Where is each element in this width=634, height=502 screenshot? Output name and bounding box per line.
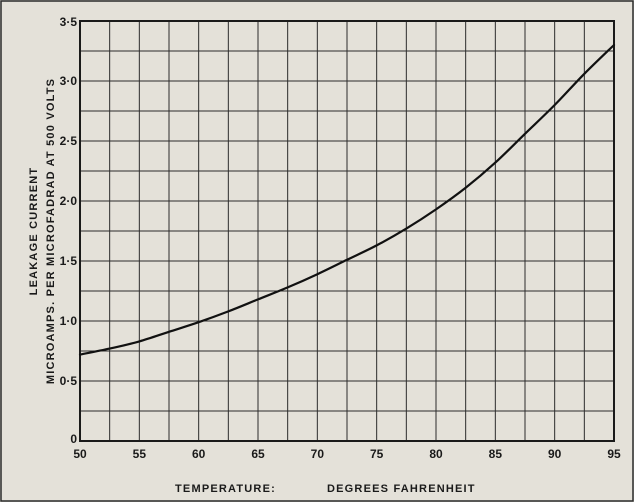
x-tick-label: 55 — [133, 447, 147, 461]
x-tick-labels: 50 55 60 65 70 75 80 85 90 95 — [73, 447, 621, 461]
y-tick-label: 2·0 — [60, 194, 78, 208]
grid — [80, 21, 614, 441]
y-axis-title-line2: MICROAMPS. PER MICROFADRAD AT 500 VOLTS — [45, 78, 57, 384]
x-axis-title-right: DEGREES FAHRENHEIT — [327, 483, 476, 495]
x-axis-title-left: TEMPERATURE: — [175, 483, 276, 495]
y-tick-label: 0 — [70, 432, 77, 446]
x-tick-label: 80 — [429, 447, 443, 461]
x-tick-label: 60 — [192, 447, 206, 461]
x-tick-label: 75 — [370, 447, 384, 461]
plot-frame — [79, 20, 615, 442]
x-tick-label: 90 — [548, 447, 562, 461]
y-tick-label: 0·5 — [60, 374, 78, 388]
x-tick-label: 65 — [251, 447, 265, 461]
y-tick-label: 2·5 — [60, 134, 78, 148]
leakage-current-curve — [78, 43, 616, 356]
y-tick-labels: 0 0·5 1·0 1·5 2·0 2·5 3·0 3·5 — [60, 15, 78, 446]
y-tick-label: 1·5 — [60, 254, 78, 268]
x-tick-label: 50 — [73, 447, 87, 461]
x-tick-label: 70 — [311, 447, 325, 461]
y-tick-label: 3·5 — [60, 15, 78, 29]
x-tick-label: 95 — [607, 447, 621, 461]
series-layer — [78, 43, 616, 356]
y-tick-label: 3·0 — [60, 74, 78, 88]
y-tick-label: 1·0 — [60, 314, 78, 328]
x-tick-label: 85 — [489, 447, 503, 461]
y-axis-title-line1: LEAKAGE CURRENT — [28, 167, 40, 296]
